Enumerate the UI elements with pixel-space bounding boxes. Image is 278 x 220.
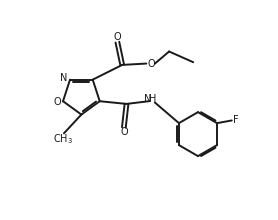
Text: N: N <box>144 94 151 104</box>
Text: O: O <box>53 97 61 107</box>
Text: O: O <box>147 59 155 69</box>
Text: O: O <box>120 127 128 137</box>
Text: N: N <box>60 73 68 83</box>
Text: O: O <box>113 32 121 42</box>
Text: H: H <box>149 94 157 104</box>
Text: CH$_3$: CH$_3$ <box>53 132 73 146</box>
Text: F: F <box>234 116 239 125</box>
